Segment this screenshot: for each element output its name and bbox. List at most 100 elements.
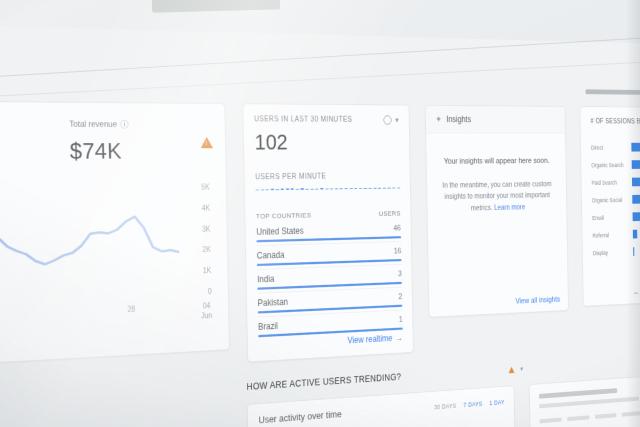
insights-text: In the meantime, you can create custom (442, 179, 552, 190)
chart-row: Direct (590, 142, 640, 152)
card-title-skeleton (539, 388, 618, 399)
per-minute-bar (260, 189, 264, 191)
divider (255, 164, 400, 166)
user-activity-card: User activity over time 30 DAYS 7 DAYS 1… (246, 385, 516, 427)
country-name: Pakistan (257, 296, 289, 309)
country-users: 2 (398, 292, 403, 302)
insights-body: Your insights will appear here soon. In … (426, 133, 566, 221)
chart-row: Email (592, 210, 640, 222)
metric-row: Avg engagement time ⓘ 1m 51s Total reven… (0, 117, 209, 166)
user-activity-title: User activity over time (258, 408, 342, 426)
view-all-insights-link[interactable]: View all insights (515, 295, 561, 306)
legend-7-days[interactable]: 7 DAYS (463, 399, 483, 409)
view-realtime-link[interactable]: View realtime → (347, 332, 403, 346)
legend-1-day[interactable]: 1 DAY (489, 398, 505, 407)
country-name: United States (256, 225, 304, 238)
warning-icon[interactable]: ! (200, 136, 214, 149)
chart-row: Display (593, 244, 640, 257)
users-per-minute-chart[interactable] (255, 187, 401, 191)
country-name: Brazil (257, 320, 279, 333)
x-tick: 04 Jun (201, 302, 213, 321)
country-users: 46 (393, 224, 401, 233)
channel-bar (632, 212, 640, 222)
per-minute-bar (368, 187, 372, 189)
info-icon[interactable]: ⓘ (120, 120, 129, 131)
channel-label: Paid Search (591, 178, 618, 186)
insights-title: Insights (446, 114, 472, 125)
section-label-skeleton (585, 89, 640, 95)
country-users: 16 (393, 246, 402, 256)
realtime-title: USERS IN LAST 30 MINUTES (254, 115, 353, 124)
country-bar (256, 236, 402, 243)
channel-bar (632, 229, 638, 239)
monitor-glare-tab (151, 0, 281, 13)
chart-row: Paid Search (591, 176, 640, 187)
chart-legend: 30 DAYS 7 DAYS 1 DAY (434, 398, 505, 410)
country-users: 3 (397, 269, 402, 279)
per-minute-bar (290, 188, 294, 190)
channel-label: Referral (592, 231, 610, 239)
per-minute-bar (373, 187, 377, 189)
metric-engagement: Avg engagement time ⓘ 1m 51s (0, 117, 41, 166)
per-minute-bar (339, 188, 343, 190)
section-title: HOW ARE ACTIVE USERS TRENDING? (246, 371, 402, 393)
per-minute-bar (363, 187, 367, 189)
country-name: India (257, 273, 275, 285)
per-minute-bar (275, 189, 280, 191)
per-minute-bar (300, 188, 304, 190)
warning-icon[interactable] (508, 366, 515, 373)
users-column-label: USERS (378, 209, 401, 219)
chevron-down-icon[interactable]: ▾ (395, 116, 400, 125)
reports-snapshot-card: ! Avg engagement time ⓘ 1m 51s Total rev… (0, 97, 230, 391)
y-axis-labels: 5K 4K 3K 2K 1K 0 (201, 183, 212, 297)
total-revenue-value: $74K (69, 138, 123, 165)
chevron-down-icon[interactable]: ▾ (520, 365, 524, 373)
insights-text: metrics. (470, 203, 493, 213)
x-axis-labels: 28 04 Jun (0, 302, 212, 336)
metric-revenue: Total revenue ⓘ $74K (69, 118, 209, 165)
per-minute-bar (392, 187, 396, 189)
per-minute-bar (344, 188, 348, 190)
x-tick: 28 (127, 305, 136, 315)
channel-label: Organic Social (591, 196, 623, 204)
insights-icon: ✦ (435, 114, 442, 125)
insights-card: ✦ Insights Your insights will appear her… (424, 104, 569, 318)
users-icon[interactable] (383, 115, 392, 125)
per-minute-bar (270, 188, 275, 191)
channel-bar (632, 194, 640, 204)
per-minute-bar (255, 189, 259, 191)
arrow-right-icon: → (395, 332, 403, 343)
realtime-card: USERS IN LAST 30 MINUTES ▾ 102 USERS PER… (242, 103, 414, 363)
per-minute-bar (315, 188, 319, 190)
per-minute-bar (320, 188, 324, 190)
card-subtitle-skeleton (539, 396, 639, 409)
channel-bar (633, 247, 635, 256)
per-minute-bar (305, 188, 309, 190)
per-minute-bar (265, 189, 270, 191)
divider (255, 199, 401, 203)
per-minute-bar (329, 188, 334, 190)
channel-label: Organic Search (591, 161, 624, 169)
channel-bar (631, 142, 640, 152)
channel-bar (631, 176, 640, 187)
channel-label: Display (592, 249, 609, 257)
per-minute-bar (295, 188, 299, 190)
engagement-time-value: 1m 51s (0, 139, 41, 167)
acquisition-table-card (529, 372, 640, 427)
line-chart-plot[interactable] (0, 184, 180, 310)
channel-bar-chart: Direct Organic Search Paid Search Organi… (590, 142, 640, 258)
chart-row: Organic Social (592, 193, 640, 204)
per-minute-bar (358, 187, 363, 189)
per-minute-bar (310, 188, 314, 190)
channel-label: Direct (590, 143, 604, 151)
legend-30-days[interactable]: 30 DAYS (433, 401, 457, 411)
per-minute-bar (354, 188, 358, 189)
channel-bar (631, 159, 640, 169)
dashboard-top-row: ! Avg engagement time ⓘ 1m 51s Total rev… (0, 25, 640, 391)
insights-text: insights to monitor your most important (444, 191, 551, 202)
per-minute-bar (280, 188, 285, 190)
learn-more-link[interactable]: Learn more (494, 202, 526, 212)
chart-row: Organic Search (591, 159, 640, 170)
chart-row: Referral (592, 227, 640, 240)
